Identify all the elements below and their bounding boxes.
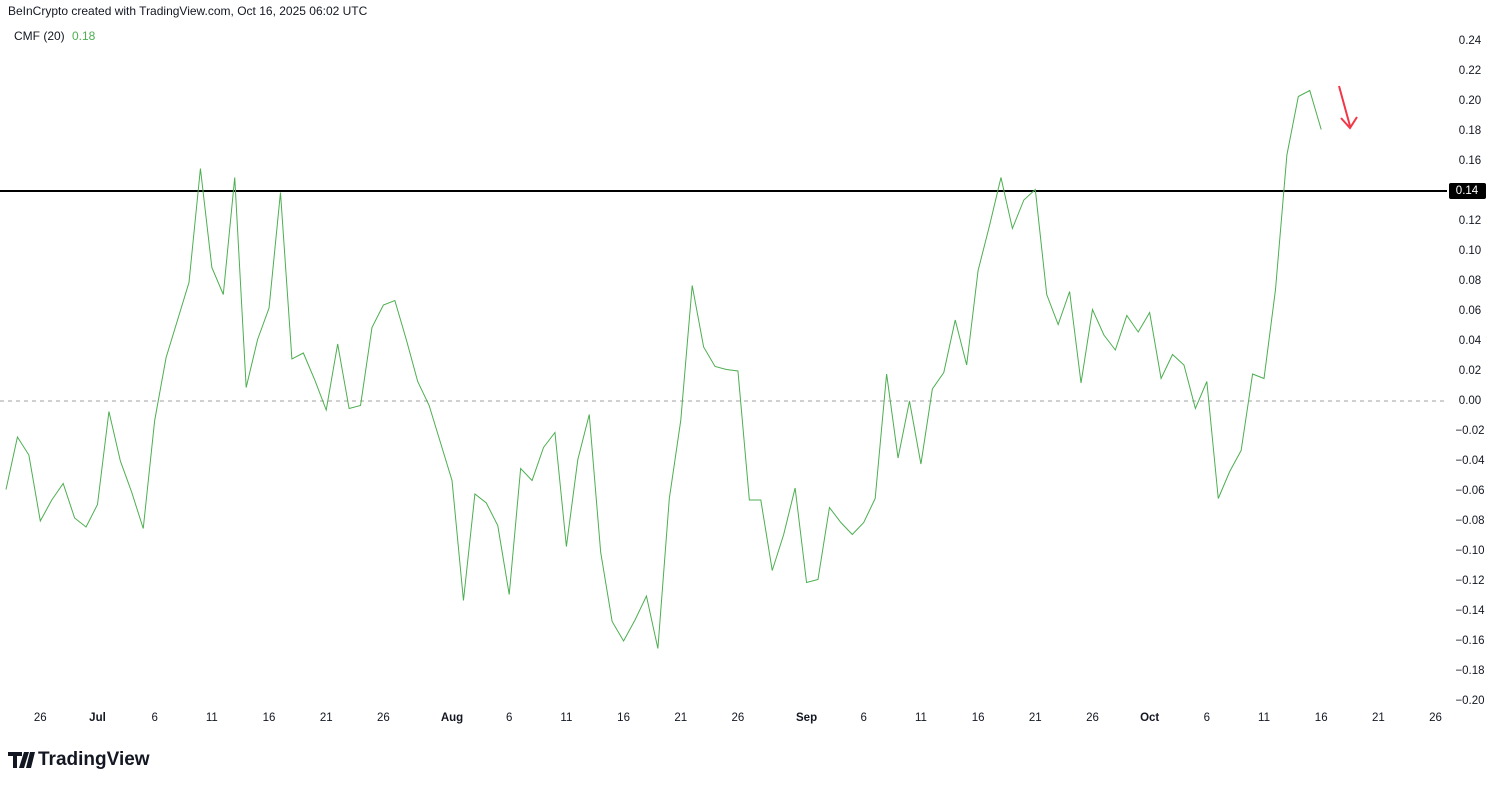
y-tick-label: −0.18 (1455, 665, 1484, 677)
y-tick-label: −0.06 (1455, 485, 1484, 497)
y-tick-label: 0.24 (1459, 35, 1482, 47)
brand-logo: TradingView (8, 749, 150, 770)
legend-name: CMF (20) (14, 29, 65, 43)
x-tick-label: 21 (320, 712, 333, 724)
legend-value: 0.18 (72, 29, 96, 43)
x-tick-label: Oct (1140, 712, 1159, 724)
x-tick-label: 6 (1204, 712, 1210, 724)
x-tick-label: 11 (915, 712, 927, 724)
y-tick-label: −0.02 (1455, 425, 1484, 437)
x-tick-label: 21 (1372, 712, 1385, 724)
y-tick-label: −0.14 (1455, 605, 1485, 617)
x-tick-label: 26 (732, 712, 745, 724)
x-tick-label: Jul (89, 712, 106, 724)
level-label-box (1449, 183, 1486, 199)
annotation-arrow (1338, 85, 1358, 130)
cmf-line (5, 89, 1322, 649)
level-label: 0.14 (1456, 185, 1479, 197)
logo-icon (8, 752, 35, 768)
x-tick-label: Sep (796, 712, 817, 724)
x-tick-label: 11 (206, 712, 218, 724)
y-tick-label: 0.16 (1459, 155, 1481, 167)
y-tick-label: 0.10 (1459, 245, 1481, 257)
x-tick-label: Aug (441, 712, 463, 724)
y-tick-label: 0.06 (1459, 305, 1481, 317)
y-tick-label: 0.08 (1459, 275, 1481, 287)
x-tick-label: 16 (617, 712, 630, 724)
x-tick-label: 16 (972, 712, 985, 724)
x-tick-label: 26 (1429, 712, 1442, 724)
x-tick-label: 26 (34, 712, 47, 724)
y-tick-label: −0.20 (1455, 695, 1484, 707)
x-tick-label: 21 (1029, 712, 1042, 724)
x-tick-label: 26 (1086, 712, 1099, 724)
y-tick-label: 0.20 (1459, 95, 1481, 107)
x-tick-label: 16 (263, 712, 276, 724)
y-tick-label: 0.04 (1459, 335, 1482, 347)
y-tick-label: 0.00 (1459, 395, 1481, 407)
x-tick-label: 6 (861, 712, 867, 724)
brand-name: TradingView (38, 749, 150, 770)
x-tick-label: 26 (377, 712, 390, 724)
y-tick-label: 0.12 (1459, 215, 1481, 227)
y-tick-label: −0.04 (1455, 455, 1485, 467)
x-tick-label: 6 (506, 712, 512, 724)
y-tick-label: −0.12 (1455, 575, 1484, 587)
y-tick-label: −0.16 (1455, 635, 1484, 647)
x-tick-label: 6 (151, 712, 157, 724)
x-tick-label: 11 (1258, 712, 1270, 724)
chart-title: BeInCrypto created with TradingView.com,… (8, 4, 368, 18)
x-tick-label: 16 (1315, 712, 1328, 724)
y-tick-label: −0.08 (1455, 515, 1484, 527)
y-tick-label: 0.22 (1459, 65, 1481, 77)
y-tick-label: 0.02 (1459, 365, 1481, 377)
x-tick-label: 11 (560, 712, 572, 724)
x-tick-label: 21 (674, 712, 687, 724)
y-tick-label: 0.18 (1459, 125, 1481, 137)
y-tick-label: −0.10 (1455, 545, 1484, 557)
